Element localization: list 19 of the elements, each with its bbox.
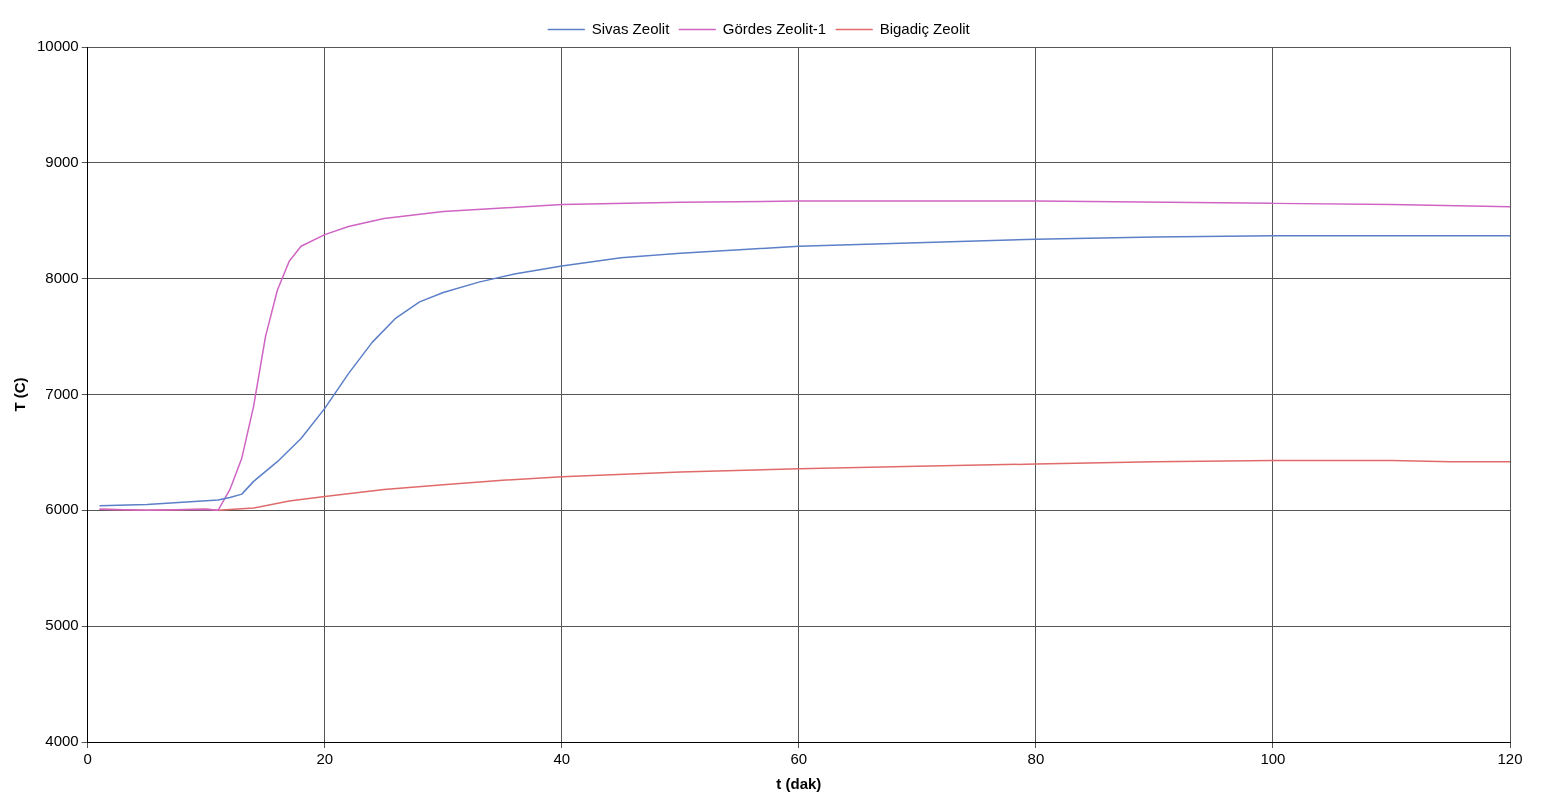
- legend-label: Gördes Zeolit-1: [722, 19, 827, 37]
- y-tick-label: 7000: [45, 384, 79, 402]
- x-tick-label: 20: [316, 750, 334, 768]
- y-tick-label: 6000: [45, 500, 79, 518]
- legend-label: Bigadiç Zeolit: [879, 19, 971, 37]
- legend-label: Sivas Zeolit: [591, 19, 671, 37]
- y-axis-title: T (C): [11, 377, 29, 412]
- y-tick-label: 10000: [36, 37, 79, 55]
- y-tick-label: 8000: [45, 268, 79, 286]
- y-tick-label: 4000: [45, 732, 79, 750]
- x-tick-label: 60: [790, 750, 808, 768]
- x-axis-title: t (dak): [776, 775, 822, 793]
- x-tick-label: 80: [1027, 750, 1045, 768]
- x-tick-label: 40: [553, 750, 571, 768]
- x-tick-label: 0: [83, 750, 92, 768]
- x-tick-label: 120: [1497, 750, 1523, 768]
- y-tick-label: 9000: [45, 152, 79, 170]
- x-tick-label: 100: [1260, 750, 1286, 768]
- y-tick-label: 5000: [45, 616, 79, 634]
